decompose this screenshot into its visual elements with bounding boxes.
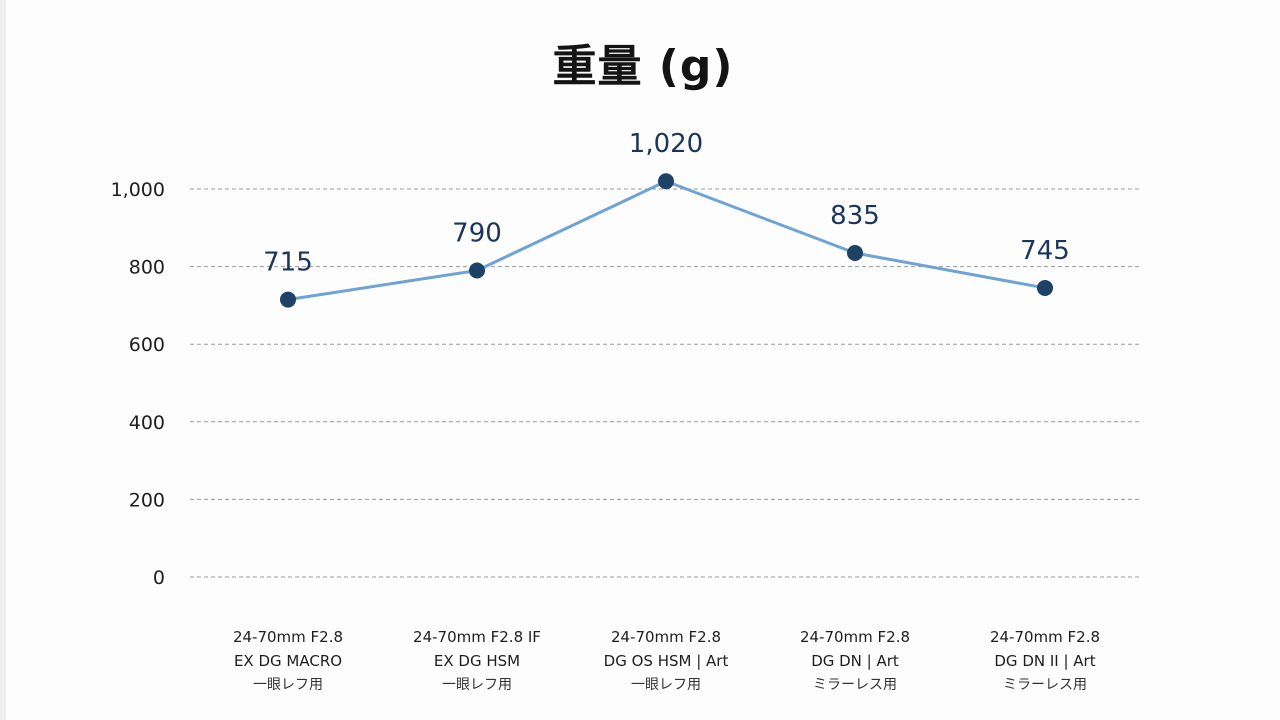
y-tick-label: 1,000 (111, 179, 165, 201)
left-edge-shadow (0, 0, 6, 720)
y-tick-label: 800 (129, 257, 165, 279)
x-category-label-line1: 24-70mm F2.8 (610, 628, 722, 646)
x-category-label-line3: ミラーレス用 (1003, 677, 1087, 693)
y-tick-label: 200 (129, 489, 165, 511)
x-category-label: 24-70mm F2.8 DG OS HSM | Art 一眼レフ用 (566, 625, 766, 697)
x-category-label-line3: 一眼レフ用 (442, 677, 512, 693)
x-category-label-line1: 24-70mm F2.8 (989, 628, 1101, 646)
data-point (847, 245, 863, 262)
y-tick-label: 600 (129, 334, 165, 356)
data-point (658, 173, 674, 190)
data-label: 1,020 (629, 129, 703, 159)
x-category-label-line2: DG DN | Art (811, 652, 899, 670)
x-category-label-line3: 一眼レフ用 (631, 677, 701, 693)
y-tick-label: 0 (153, 567, 165, 589)
x-category-label: 24-70mm F2.8 IF EX DG HSM 一眼レフ用 (377, 625, 577, 697)
x-category-label-line1: 24-70mm F2.8 IF (413, 628, 541, 646)
x-category-label-line3: 一眼レフ用 (253, 677, 323, 693)
x-category-label-line2: EX DG HSM (433, 652, 521, 670)
data-point (1037, 279, 1053, 296)
data-label: 790 (452, 218, 502, 248)
y-tick-label: 400 (129, 412, 165, 434)
series-line (287, 179, 1046, 302)
data-label: 835 (830, 201, 880, 231)
x-category-label: 24-70mm F2.8 DG DN II | Art ミラーレス用 (945, 625, 1145, 697)
x-category-label-line2: DG OS HSM | Art (603, 652, 729, 670)
x-category-label-line1: 24-70mm F2.8 (232, 628, 344, 646)
chart-title: 重量 (g) (552, 41, 734, 92)
x-category-label: 24-70mm F2.8 EX DG MACRO 一眼レフ用 (188, 625, 388, 697)
x-category-label-line1: 24-70mm F2.8 (799, 628, 911, 646)
x-category-label-line2: DG DN II | Art (994, 652, 1096, 670)
data-point (280, 291, 296, 308)
x-category-label-line3: ミラーレス用 (813, 677, 897, 693)
x-category-label: 24-70mm F2.8 DG DN | Art ミラーレス用 (755, 625, 955, 697)
data-label: 715 (263, 248, 313, 278)
data-point (469, 262, 485, 279)
x-category-label-line2: EX DG MACRO (233, 652, 343, 670)
data-label: 745 (1020, 236, 1070, 266)
